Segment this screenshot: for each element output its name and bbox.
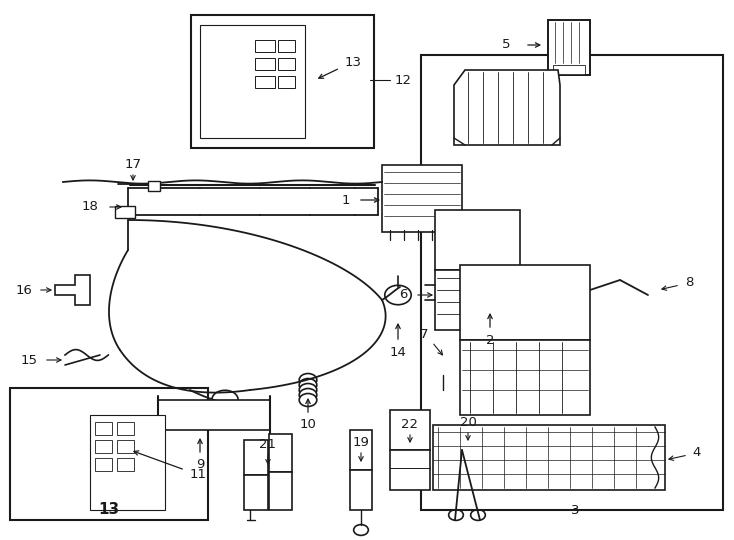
Circle shape [227, 43, 247, 58]
Text: 6: 6 [399, 288, 408, 301]
Text: 9: 9 [196, 457, 204, 470]
Circle shape [205, 72, 225, 87]
Circle shape [299, 379, 317, 392]
Polygon shape [55, 275, 90, 305]
Bar [278, 76, 295, 88]
Bar [244, 475, 268, 510]
Bar [95, 440, 112, 453]
Circle shape [299, 394, 317, 407]
Bar [117, 440, 134, 453]
Text: 20: 20 [459, 415, 476, 429]
Circle shape [55, 412, 77, 428]
Text: 2: 2 [486, 334, 494, 347]
Circle shape [212, 390, 239, 410]
Bar [435, 270, 520, 330]
Circle shape [55, 434, 77, 450]
Bar [390, 410, 430, 450]
Bar [390, 450, 430, 490]
Bar [435, 210, 520, 270]
Circle shape [227, 72, 247, 87]
Circle shape [448, 510, 463, 521]
Bar [269, 472, 292, 510]
Bar [115, 206, 135, 218]
Circle shape [385, 285, 411, 305]
Bar [278, 40, 295, 52]
Text: 5: 5 [501, 38, 510, 51]
Polygon shape [548, 20, 590, 75]
Bar [244, 440, 268, 475]
Bar [382, 165, 462, 232]
Text: 19: 19 [352, 436, 369, 449]
Circle shape [205, 43, 225, 58]
Bar [191, 15, 374, 148]
Bar [421, 55, 723, 510]
Polygon shape [553, 65, 585, 75]
Bar [90, 415, 165, 510]
Circle shape [432, 352, 458, 372]
Bar [10, 388, 208, 520]
Text: 10: 10 [299, 418, 316, 431]
Bar [255, 58, 275, 70]
Circle shape [299, 388, 317, 401]
Text: 21: 21 [260, 437, 277, 450]
Bar [95, 422, 112, 435]
Circle shape [619, 277, 641, 293]
Text: 15: 15 [21, 354, 38, 367]
Bar [460, 340, 590, 415]
Bar [117, 422, 134, 435]
Text: 16: 16 [15, 284, 32, 296]
Circle shape [299, 383, 317, 396]
Bar [255, 40, 275, 52]
Text: 11: 11 [190, 469, 207, 482]
Polygon shape [465, 270, 515, 300]
Text: 1: 1 [341, 193, 350, 206]
Bar [350, 470, 372, 510]
Bar [200, 25, 305, 138]
Text: 4: 4 [692, 446, 700, 458]
Bar [350, 430, 372, 470]
Bar [255, 76, 275, 88]
Bar [158, 400, 270, 430]
Circle shape [470, 510, 485, 521]
Circle shape [354, 524, 368, 535]
Bar [278, 58, 295, 70]
Text: 12: 12 [395, 73, 412, 86]
Polygon shape [454, 70, 560, 145]
Text: 22: 22 [401, 417, 418, 430]
Text: 18: 18 [81, 200, 98, 213]
Bar [95, 458, 112, 471]
Text: 7: 7 [420, 328, 428, 341]
Text: 3: 3 [571, 503, 579, 516]
Circle shape [27, 412, 49, 428]
Text: 14: 14 [390, 346, 407, 359]
Circle shape [299, 374, 317, 387]
Bar [269, 434, 292, 472]
Text: 17: 17 [125, 159, 142, 172]
Circle shape [206, 104, 224, 117]
Bar [117, 458, 134, 471]
Bar [460, 265, 590, 340]
Bar [148, 181, 160, 191]
Text: 13: 13 [98, 503, 120, 517]
Text: 13: 13 [345, 56, 362, 69]
Circle shape [27, 434, 49, 450]
Text: 8: 8 [685, 275, 694, 288]
Bar [433, 425, 665, 490]
